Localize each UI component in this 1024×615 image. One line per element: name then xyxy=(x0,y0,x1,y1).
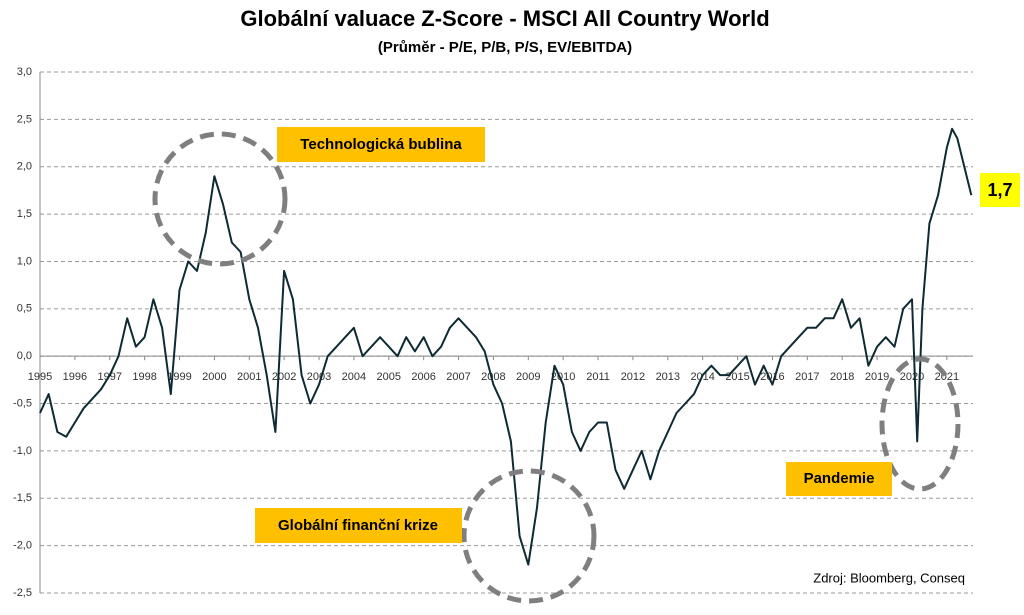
y-tick-label: 1,0 xyxy=(17,255,32,267)
x-tick-label: 1995 xyxy=(28,371,52,383)
x-tick-label: 2012 xyxy=(621,371,645,383)
x-tick-label: 2003 xyxy=(307,371,331,383)
y-tick-label: -1,0 xyxy=(13,445,32,457)
x-tick-label: 2006 xyxy=(411,371,435,383)
annotation-box xyxy=(277,127,485,162)
annotation: Pandemie xyxy=(804,470,875,487)
x-tick-label: 2005 xyxy=(377,371,401,383)
y-tick-label: -2,5 xyxy=(13,587,32,599)
chart-title: Globální valuace Z-Score - MSCI All Coun… xyxy=(240,6,769,31)
x-tick-label: 1998 xyxy=(132,371,156,383)
x-tick-label: 2021 xyxy=(935,371,959,383)
y-tick-label: 0,5 xyxy=(17,303,32,315)
x-tick-label: 2002 xyxy=(272,371,296,383)
x-tick-label: 2015 xyxy=(725,371,749,383)
grid: 3,0 2,5 2,0 1,5 1,0 0,5 0,0 -0,5 -1,0 -1,5 -2,0 -2,… xyxy=(13,66,973,599)
y-tick-label: 3,0 xyxy=(17,66,32,78)
source: Zdroj: Bloomberg, Conseq xyxy=(813,570,965,585)
plot xyxy=(39,127,973,566)
y-tick-label: 1,5 xyxy=(17,208,32,220)
value-label-box xyxy=(980,173,1020,207)
x-tick-label: 2013 xyxy=(656,371,680,383)
x-tick-label: 2018 xyxy=(830,371,854,383)
highlight-circle xyxy=(152,131,288,267)
x-tick-label: 2007 xyxy=(446,371,470,383)
x-tick-label: 2019 xyxy=(865,371,889,383)
y-tick-label: -1,5 xyxy=(13,492,32,504)
y-tick-label: 0,0 xyxy=(17,350,32,362)
x-tick-label: 2020 xyxy=(900,371,924,383)
x-tick-label: 2008 xyxy=(481,371,505,383)
y-tick-label: -2,0 xyxy=(13,540,32,552)
value-label: 1,7 xyxy=(987,180,1012,200)
x-tick-label: 2004 xyxy=(342,371,366,383)
y-tick-label: 2,0 xyxy=(17,161,32,173)
x-tick-label: 1997 xyxy=(98,371,122,383)
y-tick-label: 2,5 xyxy=(17,113,32,125)
annotation-box xyxy=(786,462,892,496)
x-tick-label: 1996 xyxy=(63,371,87,383)
annotation: Technologická bublina xyxy=(300,136,462,153)
x-tick-label: 2017 xyxy=(795,371,819,383)
x-tick-label: 2016 xyxy=(760,371,784,383)
x-tick-label: 2009 xyxy=(516,371,540,383)
annotation: Globální finanční krize xyxy=(278,517,438,534)
annotation-box xyxy=(255,508,462,543)
x-tick-label: 2010 xyxy=(551,371,575,383)
x-tick-label: 2000 xyxy=(202,371,226,383)
y-tick-label: -0,5 xyxy=(13,397,32,409)
series-line xyxy=(39,127,973,566)
highlight-circle xyxy=(879,356,961,492)
highlight-circle xyxy=(461,468,597,604)
x-tick-label: 2001 xyxy=(237,371,261,383)
x-tick-label: 2011 xyxy=(586,371,610,383)
chart-subtitle: (Průměr - P/E, P/B, P/S, EV/EBITDA) xyxy=(378,39,632,56)
